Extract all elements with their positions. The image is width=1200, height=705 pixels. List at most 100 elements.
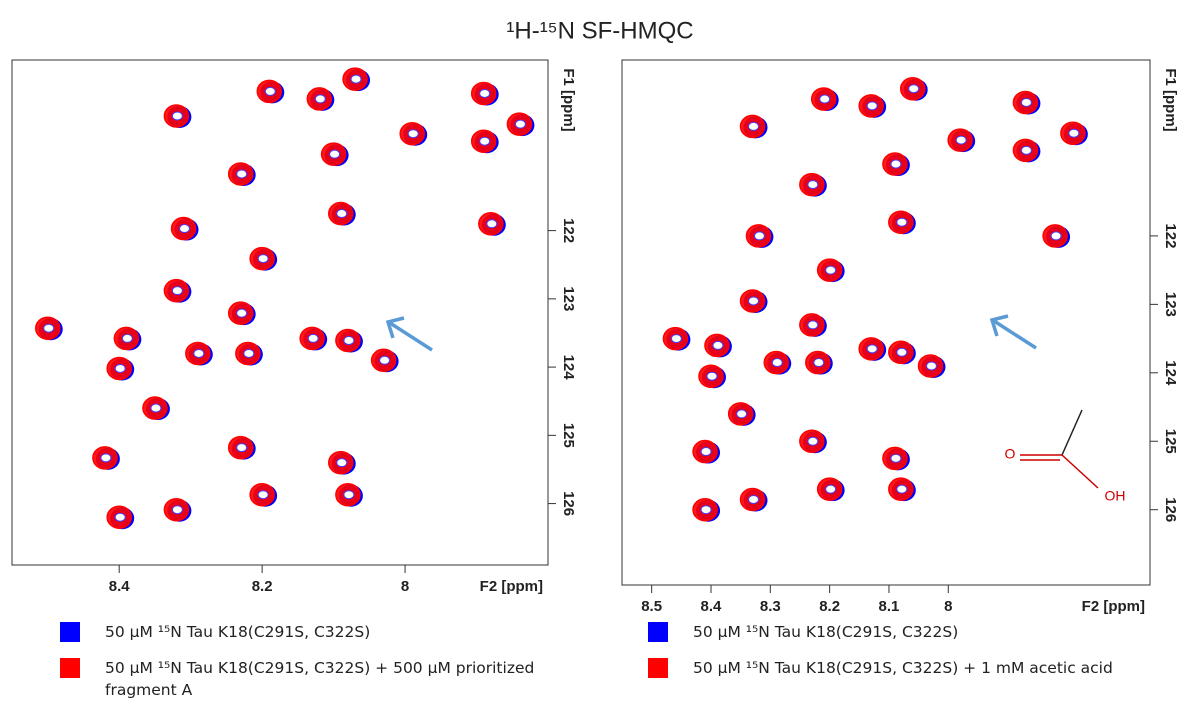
peak-core — [712, 340, 724, 350]
peak-core — [866, 344, 878, 354]
peak-core — [736, 409, 748, 419]
peak-core — [236, 308, 248, 318]
peak-core — [336, 209, 348, 219]
arrow-head — [385, 316, 405, 339]
peak-core — [236, 169, 248, 179]
peak-core — [1020, 145, 1032, 155]
peak-core — [150, 403, 162, 413]
peak-core — [925, 361, 937, 371]
legend-swatch — [60, 658, 80, 678]
peak-core — [825, 484, 837, 494]
bond — [1061, 454, 1099, 489]
legend-swatch — [60, 622, 80, 642]
peak-core — [379, 355, 391, 365]
y-tick-label: 126 — [560, 491, 577, 516]
legend-swatch — [648, 658, 668, 678]
y-tick-label: 126 — [1162, 497, 1179, 522]
arrow — [993, 319, 1037, 350]
peak-core — [121, 333, 133, 343]
y-tick-label: 123 — [560, 286, 577, 311]
arrow — [389, 321, 433, 352]
x-tick-label: 8.1 — [879, 598, 900, 615]
peak-core — [807, 320, 819, 330]
peak-core — [329, 149, 341, 159]
peak-core — [43, 323, 55, 333]
peak-core — [807, 180, 819, 190]
arrow-head — [989, 314, 1009, 337]
peak-core — [825, 265, 837, 275]
peak-core — [908, 84, 920, 94]
peak-core — [753, 231, 765, 241]
structure-label: O — [1005, 446, 1016, 462]
peak-core — [171, 505, 183, 515]
peak-core — [748, 494, 760, 504]
peak-core — [100, 453, 112, 463]
peak-core — [314, 94, 326, 104]
legend-entry: 50 µM ¹⁵N Tau K18(C291S, C322S) + 1 mM a… — [693, 659, 1113, 677]
peak-core — [748, 121, 760, 131]
peak-core — [236, 443, 248, 453]
peak-core — [243, 348, 255, 358]
peak-series — [662, 76, 1086, 522]
peak-core — [866, 101, 878, 111]
peak-core — [479, 88, 491, 98]
peak-core — [179, 224, 191, 234]
plot-frame — [621, 59, 1151, 586]
x-tick-label: 8.5 — [641, 598, 662, 615]
legend-entry: 50 µM ¹⁵N Tau K18(C291S, C322S) — [105, 623, 371, 641]
peak-core — [890, 159, 902, 169]
peak-core — [264, 86, 276, 96]
peak-core — [171, 286, 183, 296]
y-tick-label: 123 — [1162, 292, 1179, 317]
peak-core — [896, 347, 908, 357]
peak-core — [343, 335, 355, 345]
peak-core — [171, 111, 183, 121]
peak-core — [706, 371, 718, 381]
peak-core — [257, 254, 269, 264]
bond — [1061, 409, 1083, 456]
peak-core — [700, 505, 712, 515]
peak-core — [114, 363, 126, 373]
x-tick-label: 8.4 — [109, 578, 131, 595]
x-tick-label: 8.4 — [701, 598, 723, 615]
peak-series — [34, 67, 533, 529]
peak-core — [114, 512, 126, 522]
y-tick-label: 124 — [560, 355, 577, 381]
x-tick-label: 8.3 — [760, 598, 781, 615]
x-axis-label: F2 [ppm] — [480, 578, 543, 595]
x-tick-label: 8 — [944, 598, 952, 615]
peak-core — [1020, 97, 1032, 107]
y-axis-label: F1 [ppm] — [1162, 68, 1179, 131]
peak-core — [486, 219, 498, 229]
acetic-acid-structure — [1020, 409, 1099, 489]
figure-title: ¹H-¹⁵N SF-HMQC — [506, 17, 693, 44]
peak-core — [307, 333, 319, 343]
peak-core — [193, 348, 205, 358]
peak-core — [700, 447, 712, 457]
peak-core — [670, 334, 682, 344]
x-axis-label: F2 [ppm] — [1082, 598, 1145, 615]
peak-core — [407, 129, 419, 139]
legend-entry: 50 µM ¹⁵N Tau K18(C291S, C322S) — [693, 623, 959, 641]
peak-core — [819, 94, 831, 104]
peak-core — [896, 484, 908, 494]
x-tick-label: 8.2 — [252, 578, 273, 595]
peak-core — [813, 358, 825, 368]
figure: ¹H-¹⁵N SF-HMQC 8.4 8.2 8 122 123 124 125 126 F2 … — [11, 17, 1179, 615]
y-tick-label: 125 — [560, 423, 577, 448]
x-tick-label: 8 — [401, 578, 409, 595]
peak-core — [748, 296, 760, 306]
peak-core — [1050, 231, 1062, 241]
y-tick-label: 124 — [1162, 360, 1179, 386]
y-axis-label: F1 [ppm] — [560, 68, 577, 131]
y-tick-label: 122 — [1162, 223, 1179, 248]
peak-core — [479, 136, 491, 146]
peak-core — [350, 74, 362, 84]
structure-label: OH — [1105, 488, 1126, 504]
peak-core — [896, 217, 908, 227]
peak-core — [771, 358, 783, 368]
peak-core — [890, 453, 902, 463]
plot-frame — [11, 59, 549, 566]
arrows — [385, 314, 1037, 352]
